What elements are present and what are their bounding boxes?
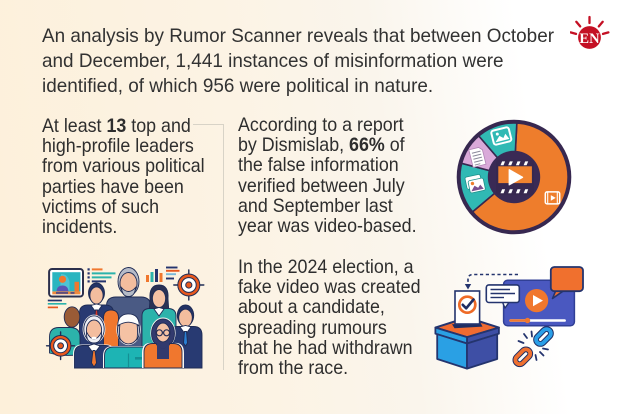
svg-text:EN: EN [579,31,600,47]
